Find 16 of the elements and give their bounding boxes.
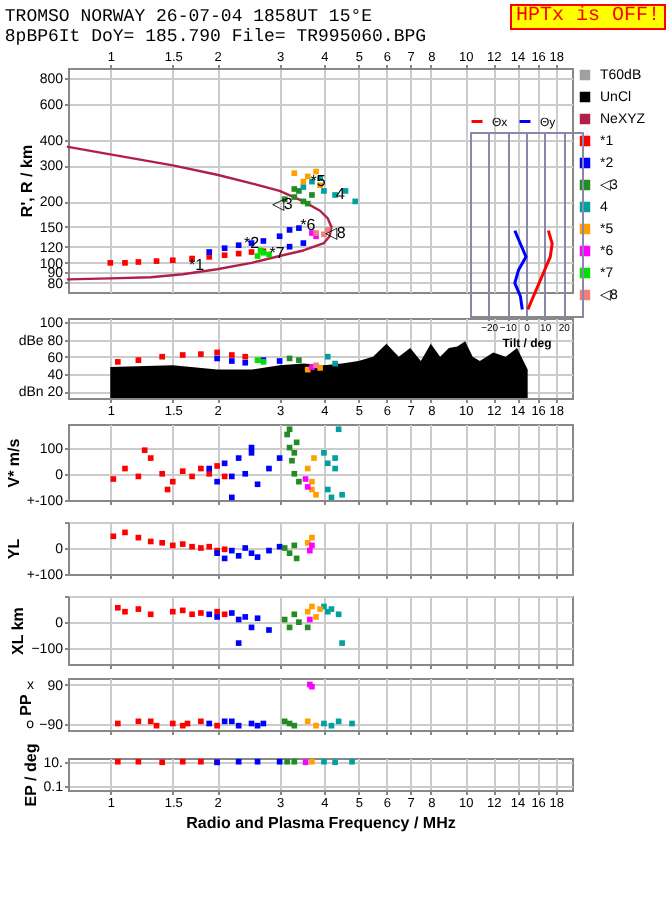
- y-axis-title: XL km: [9, 607, 28, 655]
- annotation: *6: [300, 215, 317, 234]
- annotation: *1: [188, 256, 206, 275]
- annotation: 4: [335, 184, 346, 203]
- text: HPTx is OFF!: [509, 4, 666, 30]
- annotation: ◁3: [271, 195, 294, 214]
- y-axis-title: YL: [4, 538, 23, 560]
- chart-title: TROMSO NORWAY 26-07-04 1858UT 15°E: [4, 7, 373, 27]
- annotation: *5: [310, 171, 327, 190]
- y-axis-title: V* m/s: [4, 437, 23, 488]
- annotation: *2: [243, 233, 261, 252]
- chart-subtitle: 8pBP6It DoY= 185.790 File= TR995060.BPG: [4, 27, 427, 47]
- y-axis-title: EP / deg: [21, 743, 40, 807]
- y-axis-title: PP: [17, 693, 36, 716]
- x-axis-title: Radio and Plasma Frequency / MHz: [186, 814, 456, 832]
- y-axis-title: R', R / km: [17, 144, 36, 218]
